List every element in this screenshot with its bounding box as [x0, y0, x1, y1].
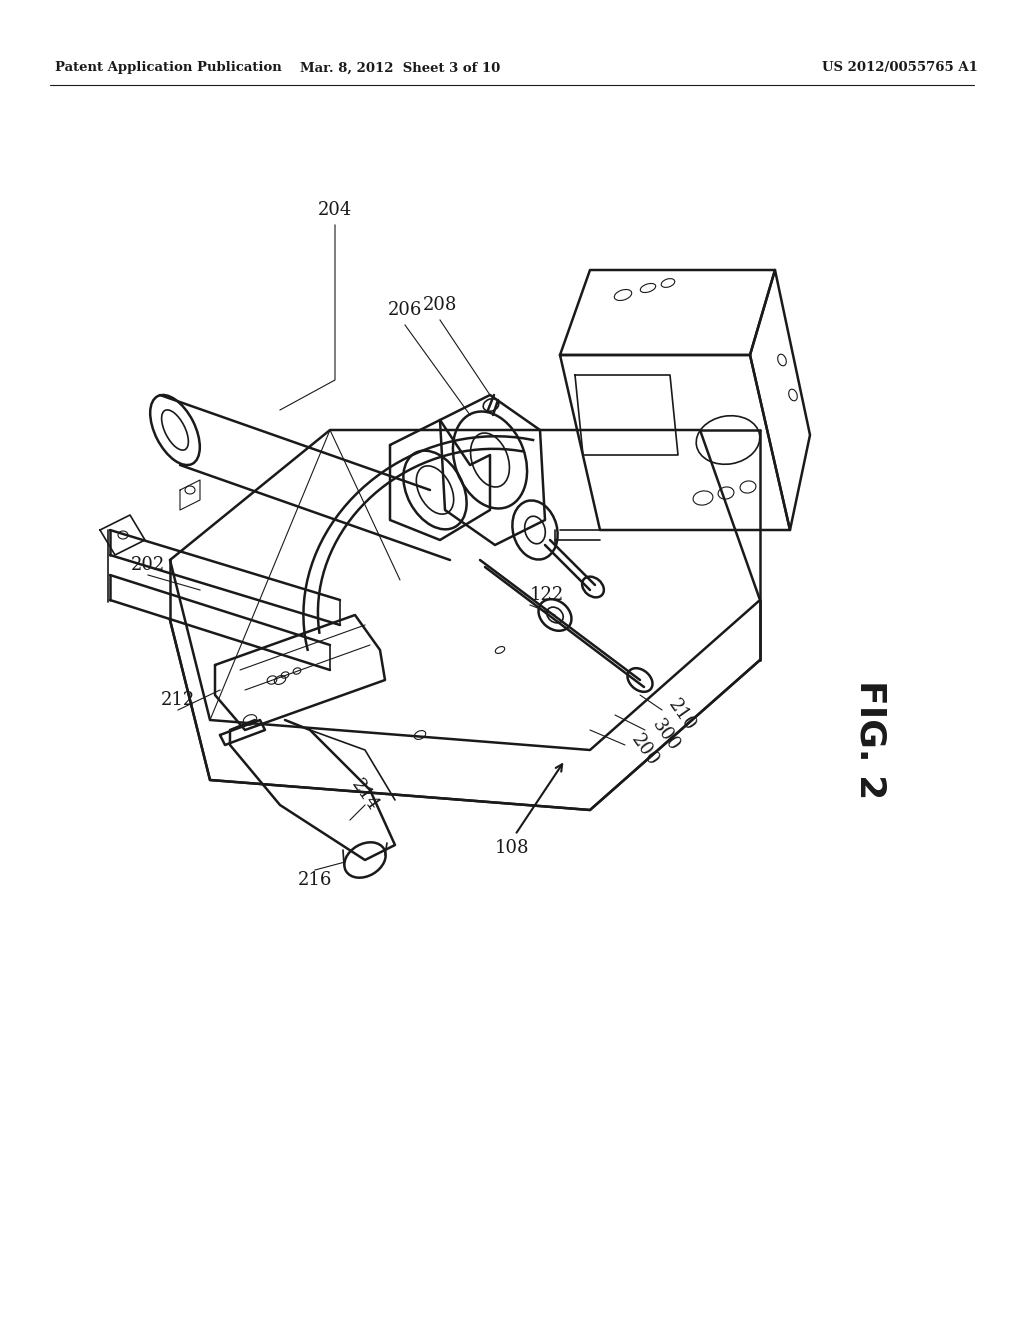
Text: FIG. 2: FIG. 2: [853, 680, 887, 800]
Text: Mar. 8, 2012  Sheet 3 of 10: Mar. 8, 2012 Sheet 3 of 10: [300, 62, 500, 74]
Text: US 2012/0055765 A1: US 2012/0055765 A1: [822, 62, 978, 74]
Text: 300: 300: [648, 715, 683, 754]
Text: 214: 214: [348, 776, 382, 814]
Text: Patent Application Publication: Patent Application Publication: [55, 62, 282, 74]
Text: 210: 210: [665, 696, 699, 734]
Text: 212: 212: [161, 690, 196, 709]
Text: 108: 108: [495, 840, 529, 857]
Text: 216: 216: [298, 871, 332, 888]
Text: 208: 208: [423, 296, 457, 314]
Text: 206: 206: [388, 301, 422, 319]
Text: 202: 202: [131, 556, 165, 574]
Text: 122: 122: [530, 586, 564, 605]
Text: 200: 200: [628, 731, 663, 770]
Text: 204: 204: [317, 201, 352, 219]
